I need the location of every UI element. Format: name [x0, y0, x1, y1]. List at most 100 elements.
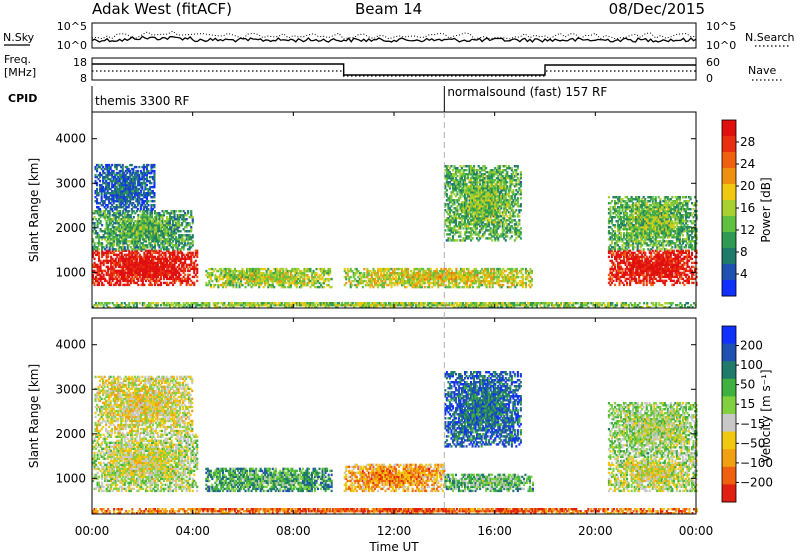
data-cell — [128, 216, 131, 219]
data-cell — [247, 269, 250, 273]
data-cell — [147, 261, 150, 265]
data-cell — [160, 281, 163, 285]
data-cell — [102, 187, 105, 191]
data-cell — [131, 242, 134, 245]
data-cell — [150, 192, 153, 195]
data-cell — [156, 273, 159, 277]
data-cell — [500, 171, 503, 174]
data-cell — [282, 281, 285, 285]
data-cell — [93, 269, 96, 273]
data-cell — [208, 267, 211, 271]
data-cell — [125, 263, 128, 267]
data-cell — [121, 163, 124, 167]
data-cell — [170, 263, 173, 267]
data-cell — [209, 275, 212, 279]
data-cell — [447, 173, 450, 176]
data-cell — [454, 221, 457, 224]
data-cell — [355, 267, 358, 271]
data-cell — [324, 271, 327, 275]
data-cell — [141, 248, 144, 251]
data-cell — [464, 283, 467, 287]
data-cell — [360, 271, 363, 275]
data-cell — [145, 163, 148, 167]
data-cell — [474, 213, 477, 216]
data-cell — [457, 225, 460, 228]
data-cell — [108, 222, 111, 225]
data-cell — [120, 218, 123, 221]
data-cell — [376, 269, 379, 273]
data-cell — [464, 179, 467, 182]
data-cell — [497, 233, 500, 236]
data-cell — [118, 173, 121, 177]
data-cell — [310, 275, 313, 279]
data-cell — [435, 281, 438, 285]
data-cell — [460, 211, 463, 214]
data-cell — [128, 218, 131, 221]
data-cell — [419, 283, 422, 287]
data-cell — [297, 271, 300, 275]
data-cell — [111, 204, 114, 207]
data-cell — [501, 197, 504, 200]
data-cell — [149, 224, 152, 227]
data-cell — [142, 175, 145, 179]
data-cell — [176, 253, 179, 257]
data-cell — [172, 279, 175, 283]
data-cell — [491, 177, 494, 180]
data-cell — [147, 263, 150, 267]
data-cell — [106, 167, 109, 171]
data-cell — [259, 275, 262, 279]
data-cell — [468, 185, 471, 188]
data-cell — [161, 269, 164, 273]
data-cell — [114, 185, 117, 189]
data-cell — [113, 271, 116, 275]
data-cell — [132, 281, 135, 285]
data-cell — [285, 273, 288, 277]
data-cell — [280, 285, 283, 289]
data-cell — [117, 226, 120, 229]
data-cell — [235, 273, 238, 277]
data-cell — [489, 205, 492, 208]
data-cell — [376, 275, 379, 279]
data-cell — [150, 200, 153, 203]
data-cell — [422, 269, 425, 273]
data-cell — [140, 249, 143, 252]
data-cell — [453, 219, 456, 222]
data-cell — [479, 187, 482, 190]
data-cell — [330, 285, 333, 289]
data-cell — [153, 249, 156, 252]
data-cell — [483, 225, 486, 228]
data-cell — [464, 219, 467, 222]
data-cell — [123, 257, 126, 261]
data-cell — [178, 240, 181, 243]
data-cell — [191, 275, 194, 279]
data-cell — [182, 216, 185, 219]
data-cell — [253, 271, 256, 275]
data-cell — [132, 185, 135, 189]
data-cell — [172, 230, 175, 233]
data-cell — [185, 281, 188, 285]
data-cell — [437, 271, 440, 275]
data-cell — [488, 199, 491, 202]
data-cell — [295, 281, 298, 285]
data-cell — [472, 273, 475, 277]
data-cell — [116, 271, 119, 275]
data-cell — [404, 269, 407, 273]
data-cell — [382, 275, 385, 279]
data-cell — [126, 226, 129, 229]
data-cell — [118, 187, 121, 191]
data-cell — [271, 275, 274, 279]
data-cell — [224, 271, 227, 275]
data-cell — [300, 273, 303, 277]
data-cell — [473, 205, 476, 208]
data-cell — [444, 267, 447, 271]
data-cell — [314, 271, 317, 275]
data-cell — [166, 234, 169, 237]
data-cell — [176, 246, 179, 249]
data-cell — [196, 279, 199, 283]
data-cell — [96, 226, 99, 229]
data-cell — [115, 194, 118, 197]
data-cell — [468, 195, 471, 198]
data-cell — [129, 234, 132, 237]
noise-tick-bottom-right: 10^0 — [706, 39, 736, 52]
data-cell — [471, 201, 474, 204]
